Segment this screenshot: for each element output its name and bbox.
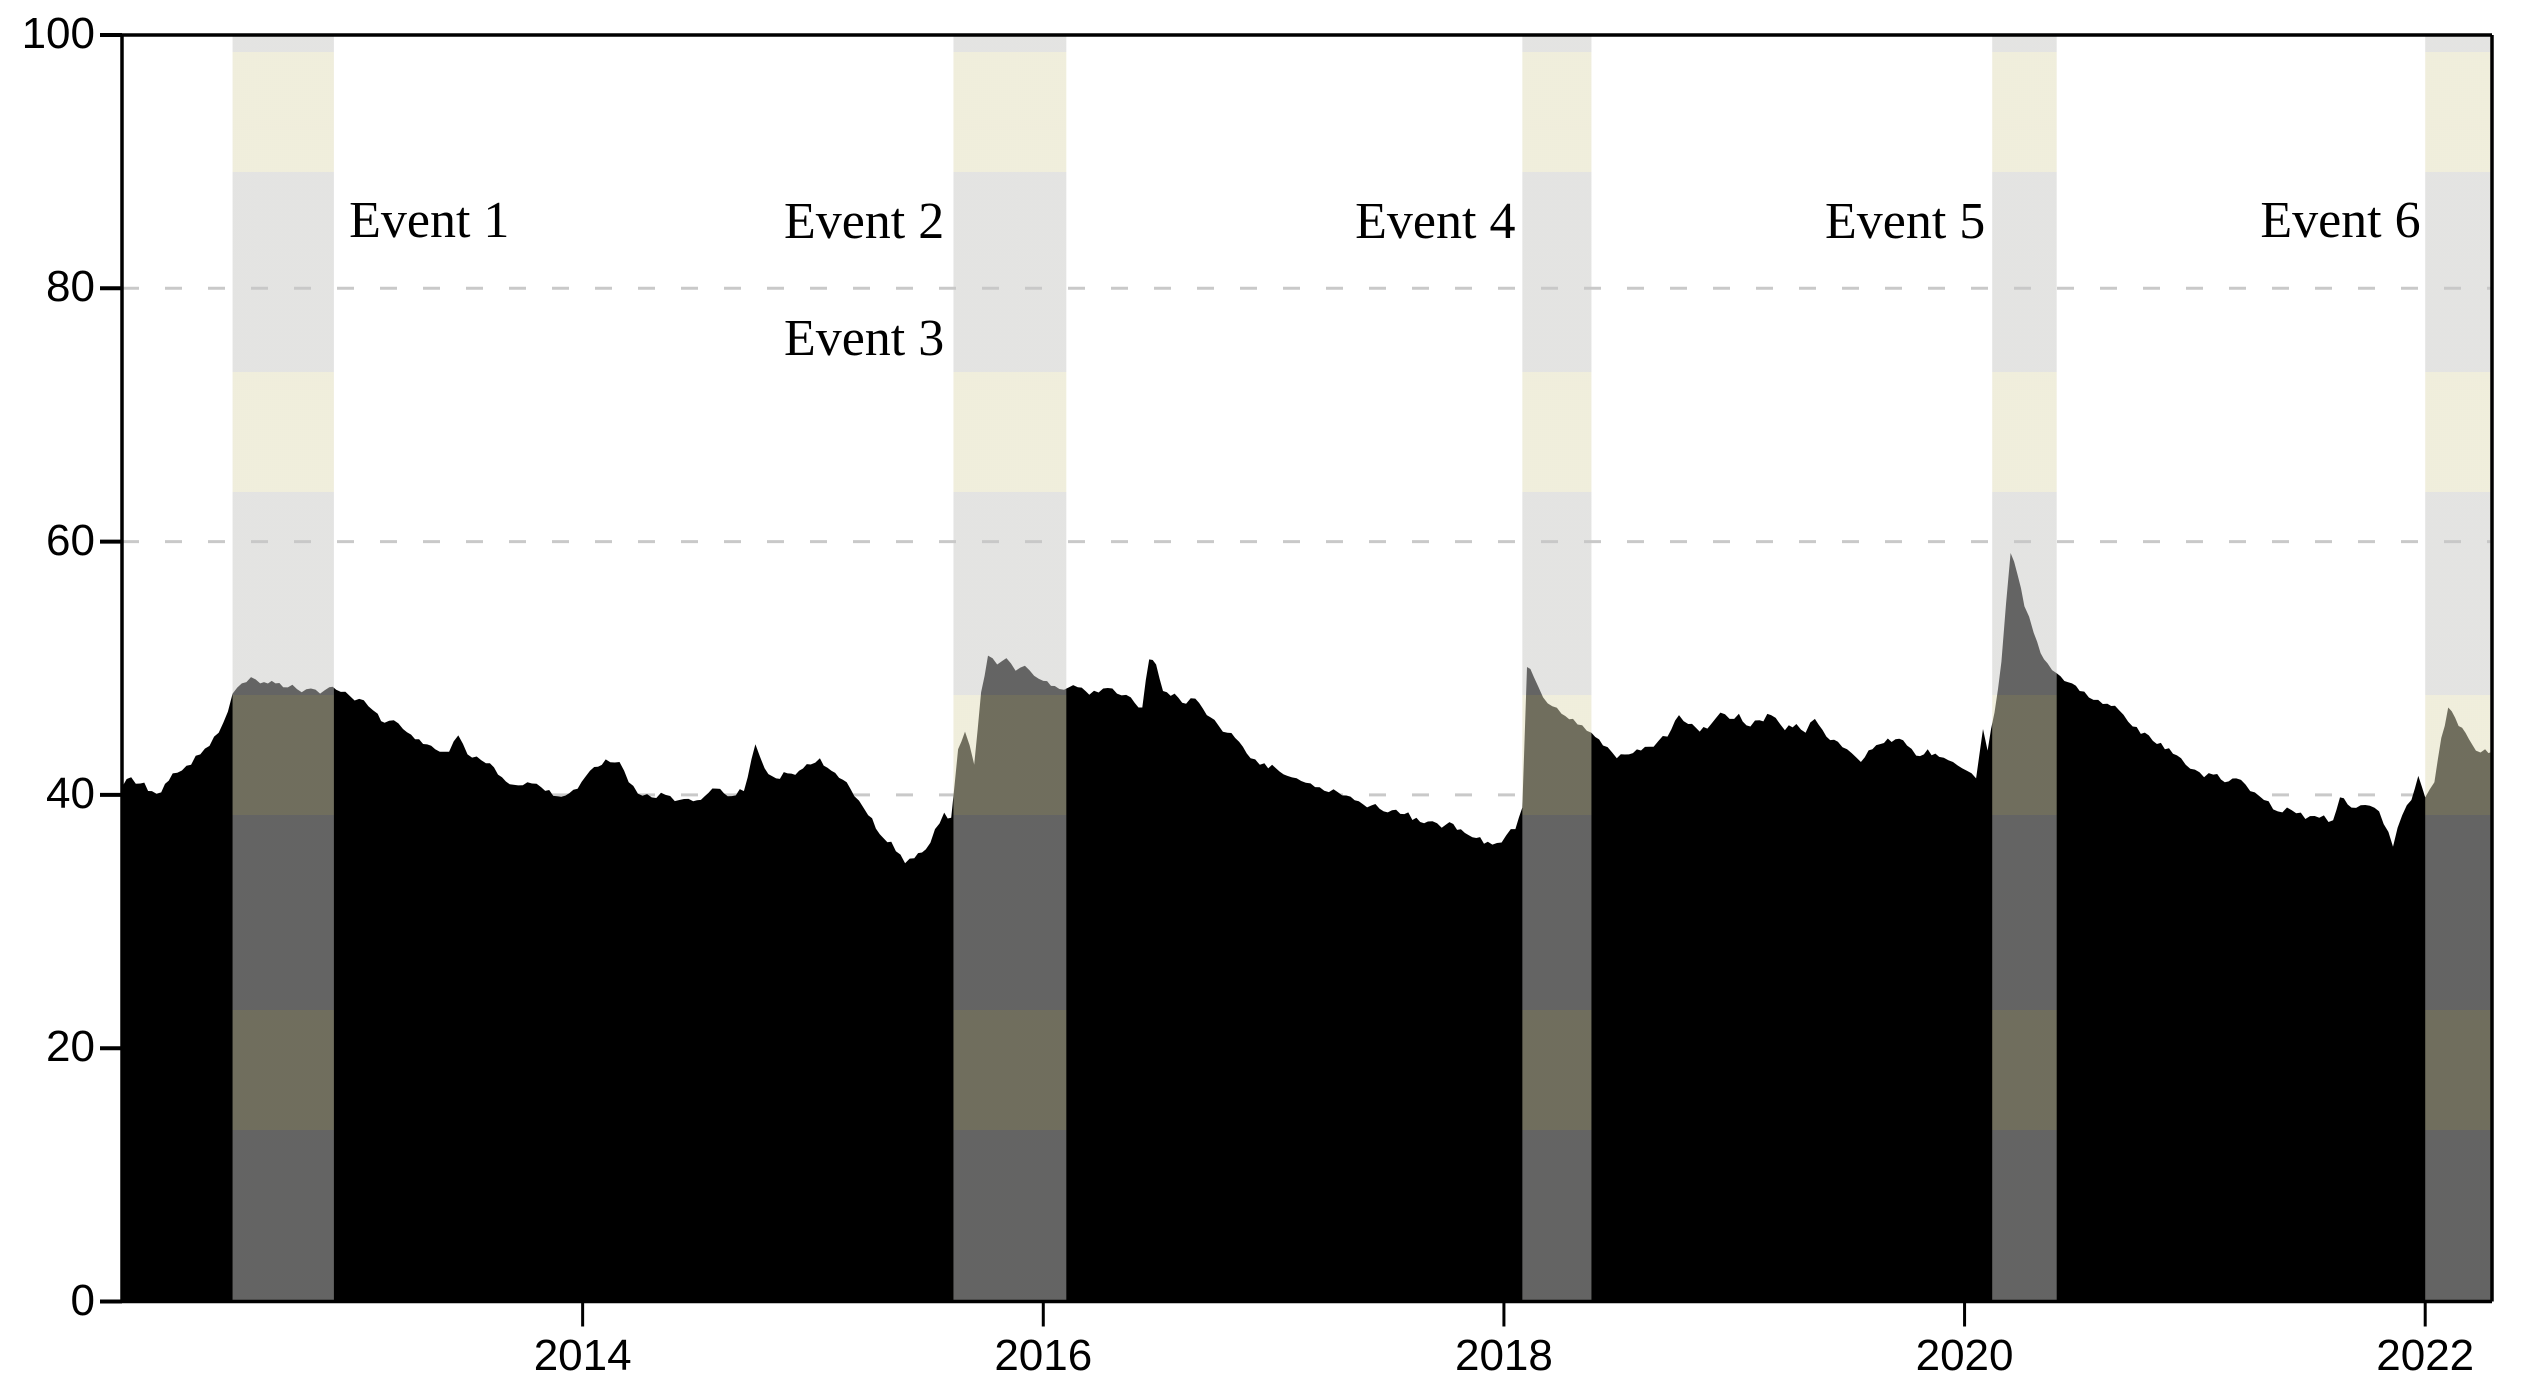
y-axis-tick-label-60: 60 [46, 515, 95, 565]
event-band-2 [953, 35, 1067, 1302]
event-band-1 [232, 35, 334, 1302]
y-axis-tick-label-0: 0 [70, 1275, 95, 1325]
event-label-5: Event 5 [1825, 193, 1986, 251]
event-label-3: Event 3 [783, 309, 945, 367]
x-axis-tick-label-2014: 2014 [533, 1331, 632, 1380]
y-axis-tick-label-100: 100 [21, 9, 95, 58]
event-band-4 [1992, 35, 2057, 1302]
y-axis-tick-label-20: 20 [46, 1022, 95, 1072]
event-label-4: Event 4 [1355, 193, 1516, 251]
x-axis-tick-label-2020: 2020 [1915, 1331, 2014, 1380]
event-band-3 [1522, 35, 1592, 1302]
area-series [122, 553, 2492, 1302]
event-band-5 [2425, 35, 2492, 1302]
y-axis-tick-label-40: 40 [46, 768, 95, 818]
event-label-6: Event 6 [2260, 192, 2421, 250]
y-axis-tick-label-80: 80 [46, 262, 95, 312]
x-axis-tick-label-2018: 2018 [1454, 1331, 1553, 1380]
event-label-2: Event 2 [783, 193, 945, 251]
x-axis-tick-label-2016: 2016 [994, 1331, 1093, 1380]
event-label-1: Event 1 [349, 192, 510, 250]
x-axis-tick-label-2022: 2022 [2376, 1331, 2475, 1380]
